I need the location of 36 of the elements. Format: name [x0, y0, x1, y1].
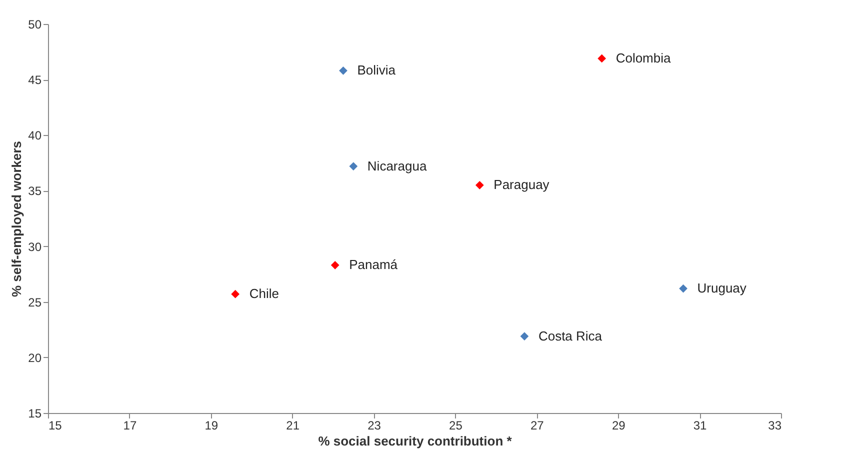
point — [679, 284, 688, 293]
annotation: Costa Rica — [538, 328, 603, 344]
y-tick-label: 45 — [28, 73, 42, 88]
x-tick-label: 33 — [768, 418, 782, 432]
annotation: Paraguay — [494, 177, 550, 192]
annotation: Nicaragua — [367, 158, 428, 174]
y-tick-label: 25 — [28, 295, 42, 310]
point — [339, 66, 348, 75]
point — [330, 260, 340, 270]
annotation: Colombia — [616, 50, 672, 66]
annotation: Bolivia — [357, 62, 396, 78]
y-tick-label: 30 — [28, 240, 42, 254]
x-tick-label: 23 — [368, 418, 382, 432]
x-tick-label: 25 — [449, 418, 463, 432]
x-tick-label: 31 — [693, 418, 708, 432]
x-tick-label: 29 — [612, 418, 626, 432]
y-tick-label: 15 — [28, 406, 42, 420]
point — [598, 54, 606, 63]
point — [520, 332, 529, 340]
annotation: Uruguay — [697, 280, 747, 296]
point — [475, 180, 484, 190]
point — [231, 290, 240, 298]
annotation: Panamá — [349, 257, 398, 272]
x-tick-label: 27 — [530, 418, 544, 432]
x-tick-label: 19 — [204, 418, 218, 432]
x-tick-label: 21 — [286, 418, 300, 432]
y-axis-title: % self-employed workers — [9, 140, 24, 298]
y-tick-label: 40 — [28, 128, 42, 143]
annotation: Chile — [249, 286, 279, 302]
y-tick-label: 20 — [28, 350, 42, 365]
point — [349, 162, 358, 170]
x-tick-label: 15 — [48, 418, 62, 432]
x-tick-label: 17 — [123, 418, 137, 432]
y-tick-label: 50 — [28, 18, 42, 32]
y-tick-label: 35 — [28, 184, 42, 198]
x-axis-title: % social security contribution * — [318, 434, 513, 448]
